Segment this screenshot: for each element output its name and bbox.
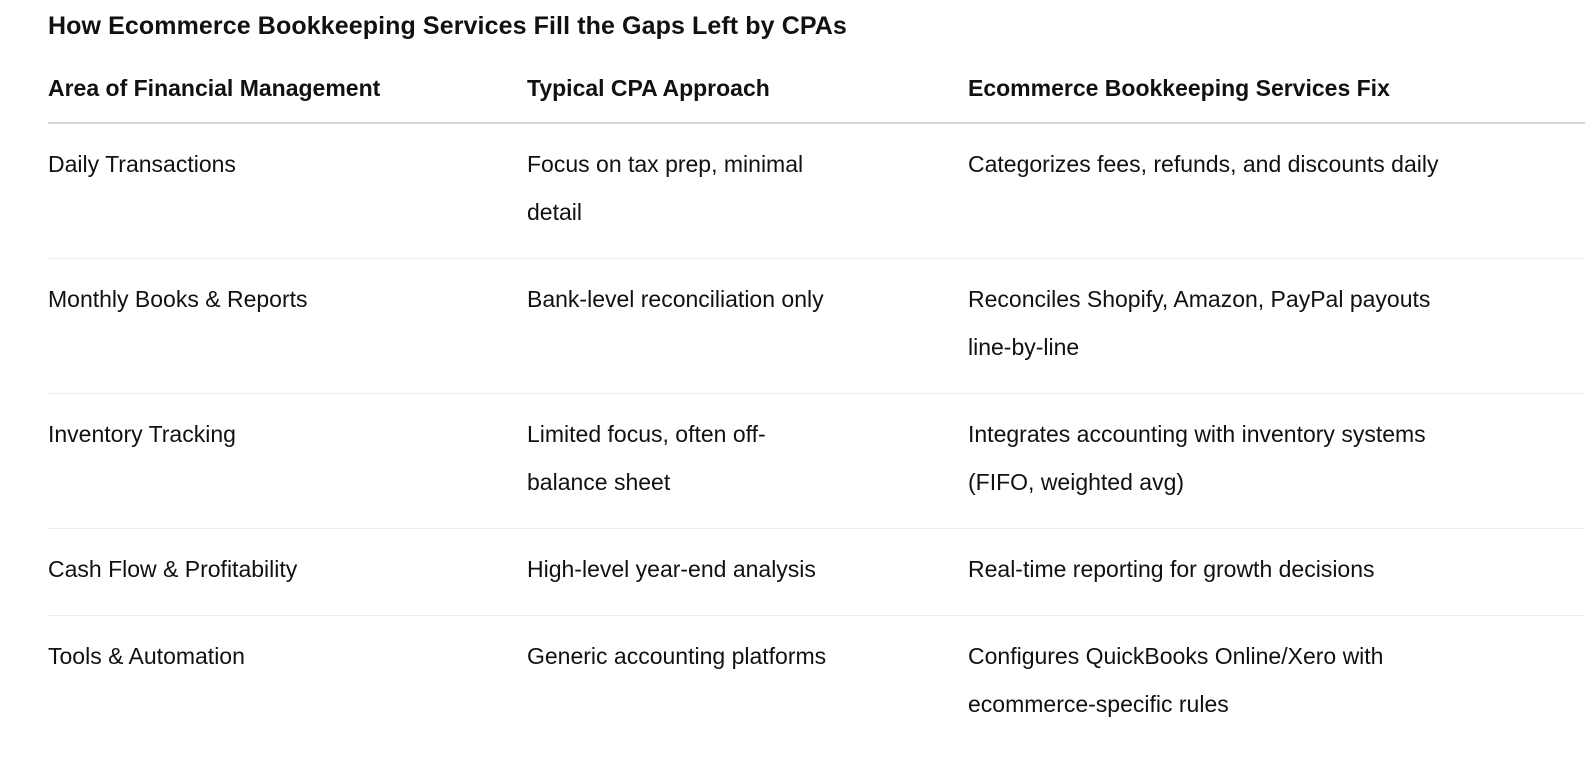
table-row: Monthly Books & Reports Bank-level recon…	[48, 258, 1585, 394]
cell-cpa-approach: High-level year-end analysis	[527, 528, 968, 616]
table-row: Inventory Tracking Limited focus, often …	[48, 393, 1585, 529]
column-header-area-of-financial-management: Area of Financial Management	[48, 76, 527, 124]
cell-cpa-approach: Bank-level reconciliation only	[527, 258, 968, 394]
cell-area: Monthly Books & Reports	[48, 258, 527, 394]
table-row: Tools & Automation Generic accounting pl…	[48, 616, 1585, 751]
table-header-row: Area of Financial Management Typical CPA…	[48, 76, 1585, 124]
table-row: Cash Flow & Profitability High-level yea…	[48, 528, 1585, 616]
cell-bookkeeping-fix: Reconciles Shopify, Amazon, PayPal payou…	[968, 258, 1585, 394]
cell-cpa-approach: Generic accounting platforms	[527, 643, 827, 669]
cell-area: Daily Transactions	[48, 123, 527, 259]
cell-bookkeeping-fix: Integrates accounting with inventory sys…	[968, 393, 1585, 529]
cell-cpa-approach: Focus on tax prep, minimal detail	[527, 123, 968, 259]
cell-area: Cash Flow & Profitability	[48, 528, 527, 616]
page-title: How Ecommerce Bookkeeping Services Fill …	[48, 12, 847, 40]
cell-bookkeeping-fix: Configures QuickBooks Online/Xero with e…	[968, 643, 1384, 717]
cell-bookkeeping-fix: Categorizes fees, refunds, and discounts…	[968, 123, 1585, 259]
comparison-table: Area of Financial Management Typical CPA…	[48, 76, 1585, 750]
table-row: Daily Transactions Focus on tax prep, mi…	[48, 123, 1585, 259]
cell-area: Tools & Automation	[48, 643, 245, 669]
cell-bookkeeping-fix: Real-time reporting for growth decisions	[968, 528, 1585, 616]
column-header-typical-cpa-approach: Typical CPA Approach	[527, 76, 968, 124]
column-header-ecommerce-bookkeeping-services-fix: Ecommerce Bookkeeping Services Fix	[968, 76, 1585, 124]
cell-area: Inventory Tracking	[48, 393, 527, 529]
cell-cpa-approach: Limited focus, often off- balance sheet	[527, 393, 968, 529]
